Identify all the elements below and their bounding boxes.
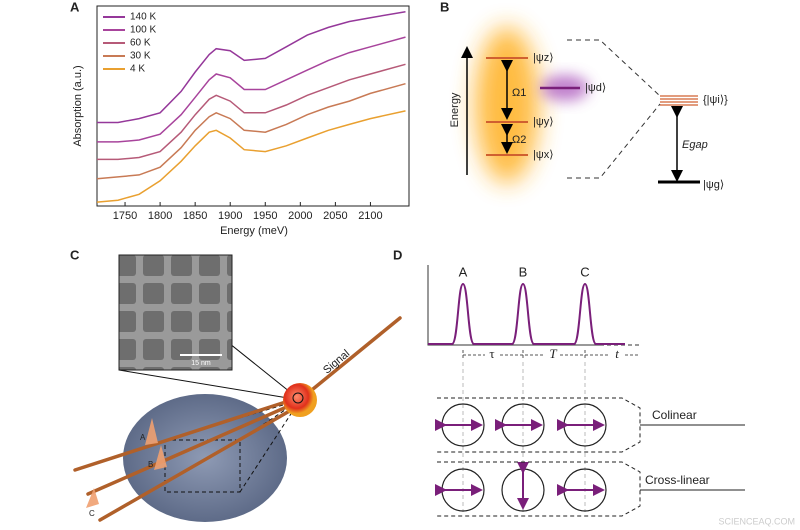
- pulse-label: B: [519, 264, 528, 279]
- watermark: SCIENCEAQ.COM: [718, 516, 795, 526]
- x-tick-label: 2050: [323, 210, 347, 222]
- state-label: |ψd⟩: [585, 82, 606, 94]
- focus-spot: [283, 383, 317, 417]
- manifold: [660, 95, 698, 106]
- panel-label: D: [393, 247, 402, 262]
- polarization-circles: [441, 403, 607, 512]
- plot-frame: [96, 5, 410, 207]
- x-tick-label: 2000: [288, 210, 312, 222]
- axes: [427, 265, 600, 346]
- delay-label: τ: [489, 346, 494, 361]
- pulses: [86, 418, 167, 508]
- x-tick-label: 2100: [358, 210, 382, 222]
- panel-c: C 15 nm Signal A B C: [70, 247, 402, 522]
- pulse-label: A: [140, 433, 146, 442]
- state-label: |ψy⟩: [533, 116, 554, 128]
- coupling-label: Ω1: [512, 87, 526, 99]
- brackets: [437, 397, 641, 517]
- focus-ring: [292, 392, 304, 404]
- legend-label: 100 K: [130, 25, 156, 36]
- panel-d: D A B C τ T t Colinear Cross-linear: [393, 247, 745, 517]
- timeline: [462, 350, 640, 360]
- x-tick-label: 1800: [148, 210, 172, 222]
- y-axis-label: Absorption (a.u.): [72, 65, 84, 146]
- scale-label: 15 nm: [191, 360, 211, 367]
- pulse-label: B: [148, 460, 153, 469]
- state-label: |ψz⟩: [533, 52, 554, 64]
- axis-label: Energy: [449, 92, 461, 127]
- row-label: Cross-linear: [645, 473, 710, 487]
- row-lines: [640, 424, 745, 491]
- panel-b: B Energy |ψz⟩ |ψd⟩ |ψy⟩ |ψx⟩ Ω1 Ω2 {|ψi⟩…: [440, 0, 728, 191]
- x-tick-label: 1900: [218, 210, 242, 222]
- connector: [567, 39, 661, 179]
- panel-label: A: [70, 0, 80, 14]
- pulse-label: C: [89, 509, 95, 518]
- row-label: Colinear: [652, 408, 697, 422]
- legend-label: 140 K: [130, 12, 156, 23]
- polarization-arrows: [435, 419, 605, 510]
- data-line: [96, 82, 406, 180]
- state-label: |ψx⟩: [533, 149, 554, 161]
- legend-label: 30 K: [130, 51, 151, 62]
- panel-a: A Absorption (a.u.) Energy (meV) 1750 180…: [70, 0, 410, 237]
- panel-label: C: [70, 247, 80, 262]
- beams: [73, 316, 402, 522]
- state-label: {|ψi⟩}: [703, 94, 728, 106]
- delay-label: t: [615, 346, 619, 361]
- state-label: |ψg⟩: [703, 179, 724, 191]
- pulse-train: [428, 282, 625, 345]
- data-line: [97, 63, 406, 161]
- pulse-label: C: [580, 264, 589, 279]
- x-tick-label: 1850: [183, 210, 207, 222]
- x-tick-label: 1750: [113, 210, 137, 222]
- data-line: [97, 11, 406, 124]
- panel-label: B: [440, 0, 449, 14]
- pulse-label: A: [459, 264, 468, 279]
- coupling-label: Ω2: [512, 134, 526, 146]
- x-tick-label: 1950: [253, 210, 277, 222]
- legend-label: 4 K: [130, 64, 145, 75]
- legend-label: 60 K: [130, 38, 151, 49]
- tem-image: [118, 254, 233, 371]
- x-axis-label: Energy (meV): [220, 225, 288, 237]
- gap-label: Egap: [682, 139, 708, 151]
- data-line: [96, 110, 406, 203]
- delay-label: T: [549, 346, 557, 361]
- guide-lines: [462, 362, 586, 512]
- data-line: [97, 36, 406, 143]
